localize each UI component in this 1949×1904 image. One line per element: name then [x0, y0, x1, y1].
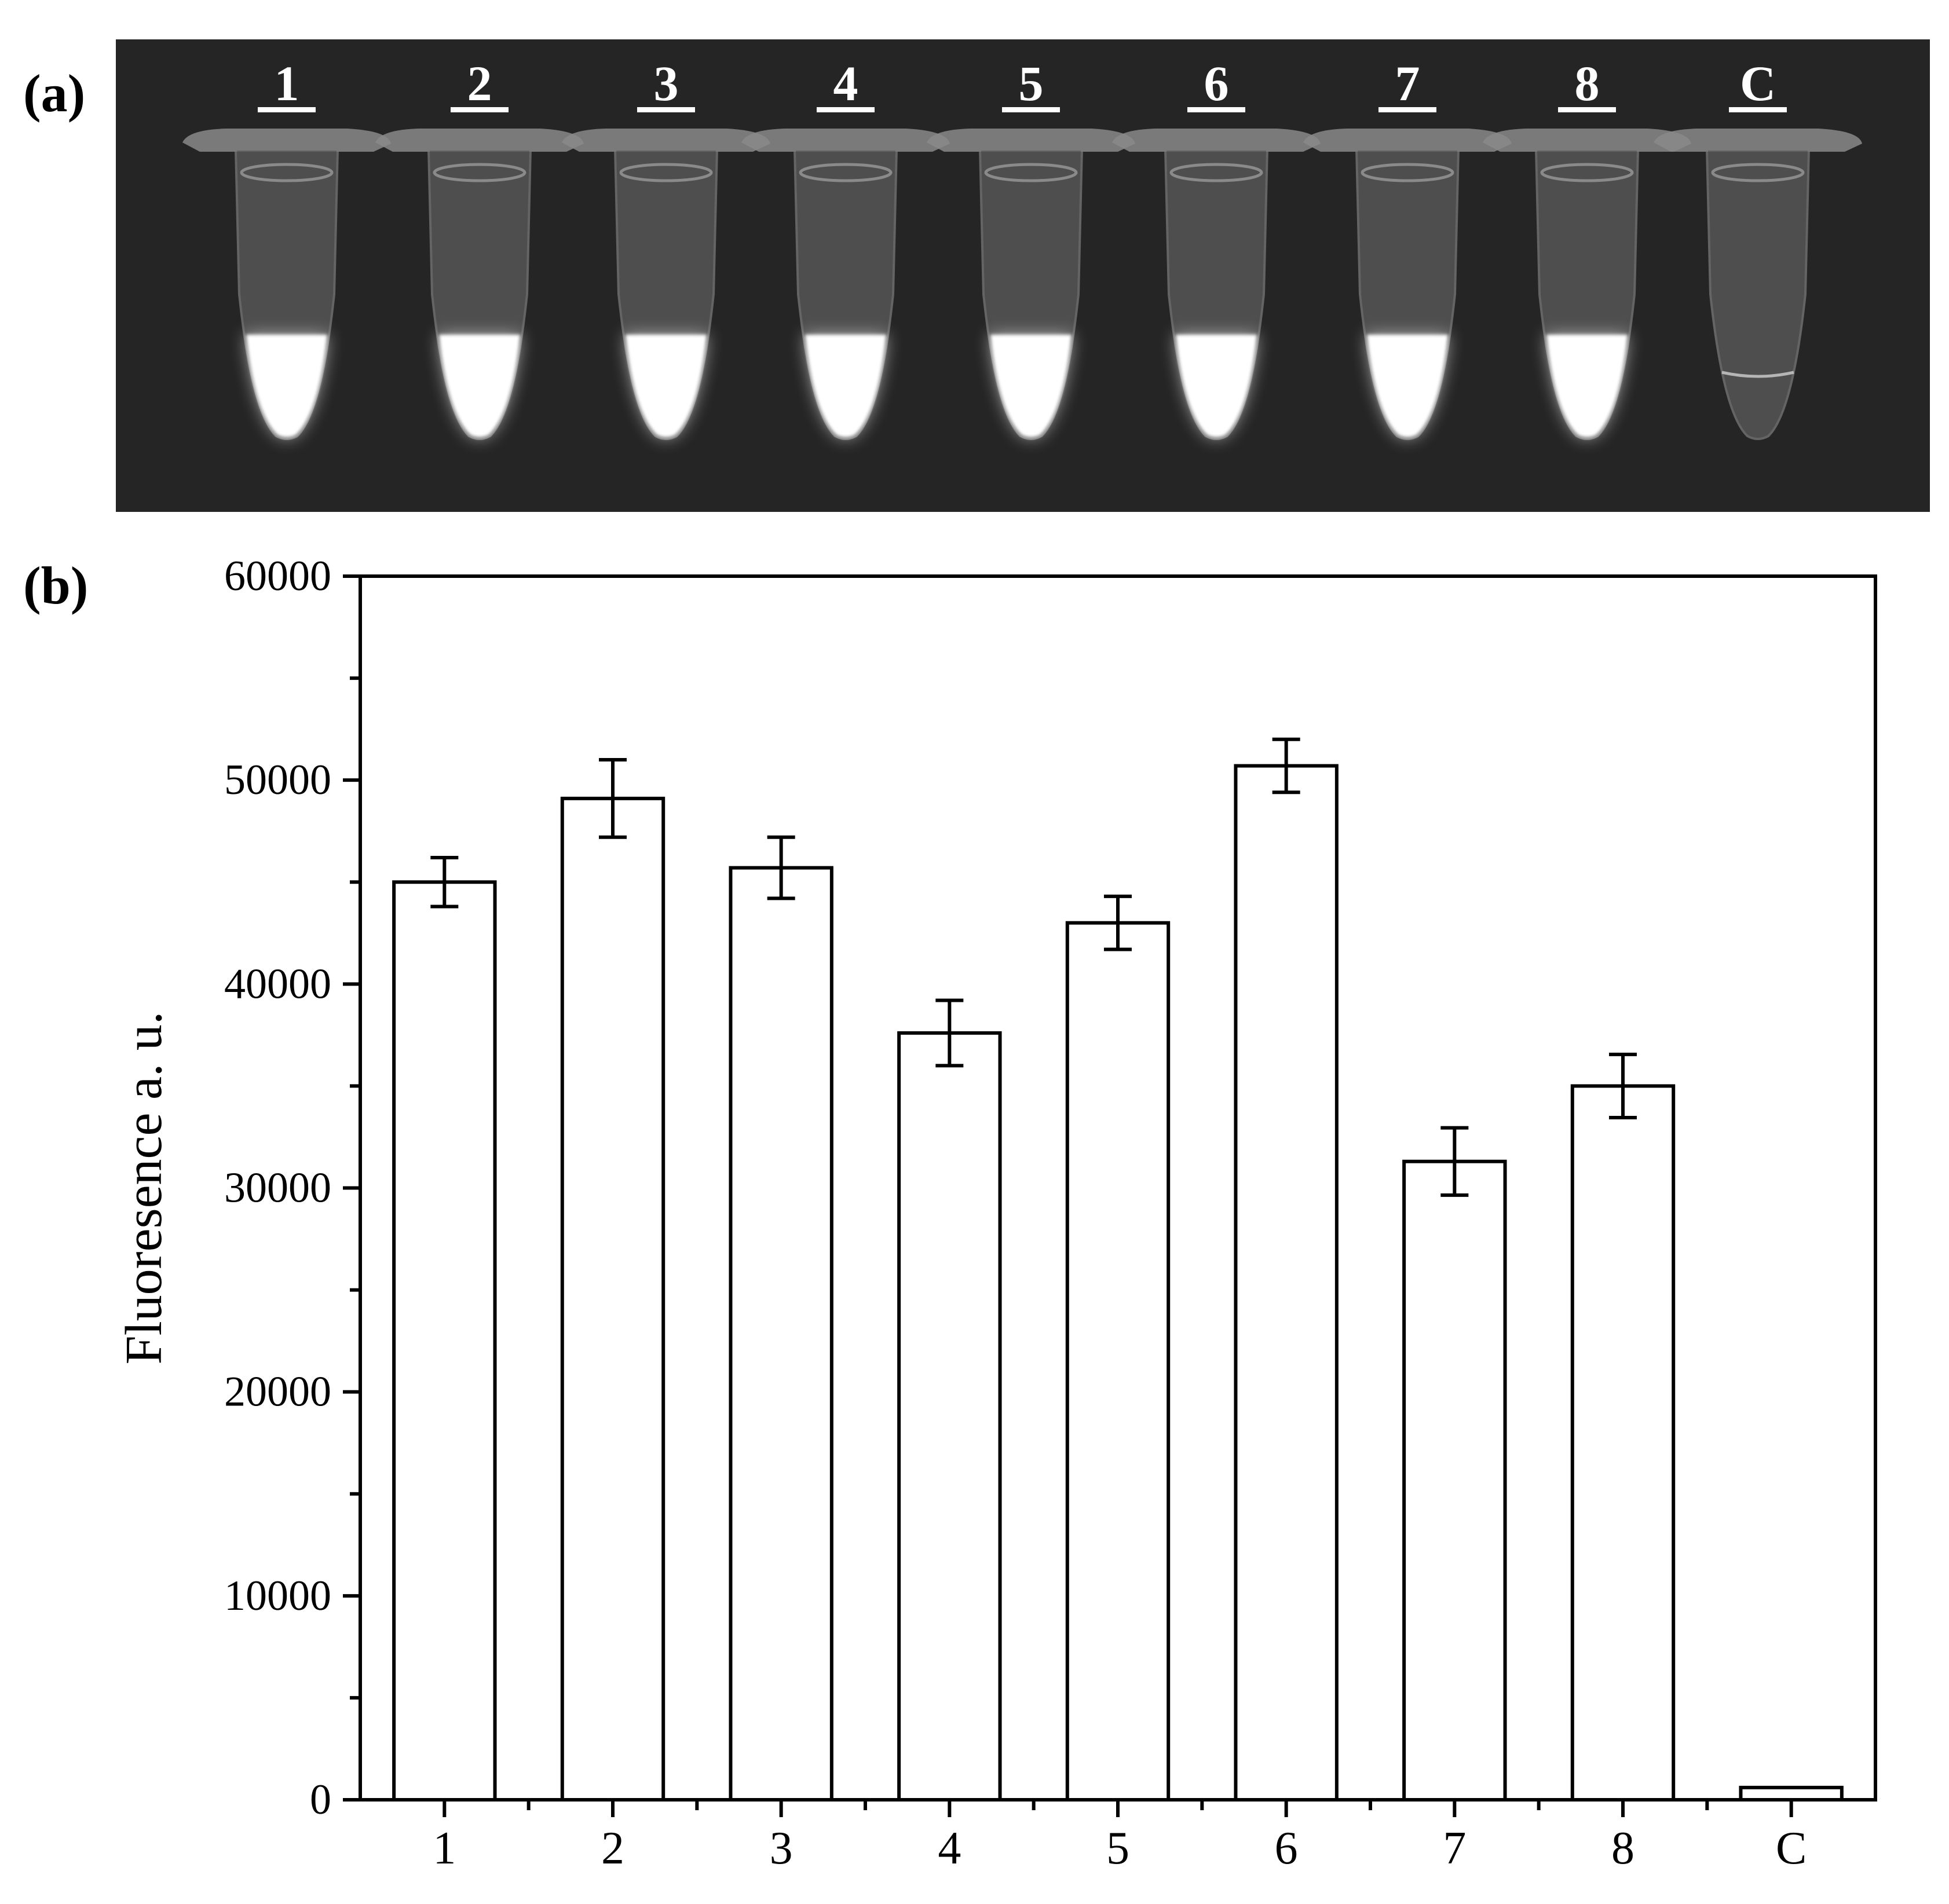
tube-label: 4: [833, 56, 858, 111]
tube-rim: [1540, 163, 1634, 182]
tube-2: 2: [375, 56, 584, 440]
tube-label: 8: [1575, 56, 1600, 111]
tube-label-underline: [1187, 107, 1245, 112]
y-tick-label: 10000: [224, 1572, 331, 1620]
x-tick-label: 2: [601, 1823, 624, 1874]
tube-label: 1: [275, 56, 299, 111]
bar-7: [1402, 1159, 1507, 1802]
bar-8: [1570, 1084, 1676, 1802]
bar-5: [1065, 921, 1171, 1802]
tube-body: [1705, 148, 1811, 440]
tube-label-underline: [637, 107, 695, 112]
tube-cap-flange: [182, 129, 391, 152]
tube-fluorescent-liquid: [439, 335, 520, 437]
tube-meniscus: [1721, 371, 1794, 378]
x-tick-label: 8: [1611, 1823, 1634, 1874]
tube-rim: [619, 163, 713, 182]
tube-rim: [1361, 163, 1454, 182]
tube-7: 7: [1303, 56, 1512, 440]
tube-fluorescent-liquid: [1367, 335, 1448, 437]
panel-b-label: (b): [23, 556, 89, 615]
tube-cap-flange: [927, 129, 1135, 152]
tube-5: 5: [927, 56, 1135, 440]
x-tick-label: 7: [1443, 1823, 1466, 1874]
tube-cap-flange: [1112, 129, 1321, 152]
x-tick-label: 4: [938, 1823, 961, 1874]
y-tick-label: 50000: [224, 756, 331, 804]
x-tick-label: 1: [433, 1823, 456, 1874]
tube-fluorescent-liquid: [1176, 335, 1257, 437]
x-tick-label: 5: [1106, 1823, 1129, 1874]
tube-label: 7: [1395, 56, 1420, 111]
tube-label: 2: [467, 56, 492, 111]
bar-C: [1739, 1785, 1844, 1802]
tube-3: 3: [562, 56, 770, 440]
tube-C: C: [1654, 56, 1862, 440]
y-tick-label: 60000: [224, 552, 331, 600]
tube-label-underline: [1729, 107, 1787, 112]
panel-a-label: (a): [23, 64, 86, 123]
tube-fluorescent-liquid: [1546, 335, 1628, 437]
tube-label: 3: [654, 56, 679, 111]
bar-2: [560, 796, 665, 1802]
bar-3: [729, 866, 833, 1802]
tube-rim: [799, 163, 893, 182]
tube-rim: [1169, 163, 1263, 182]
y-tick-label: 0: [310, 1776, 331, 1824]
tube-label: 5: [1019, 56, 1044, 111]
tube-fluorescent-liquid: [805, 335, 886, 437]
tube-label-underline: [451, 107, 509, 112]
tube-fluorescent-liquid: [246, 335, 327, 437]
tube-8: 8: [1483, 56, 1691, 440]
tube-cap-flange: [562, 129, 770, 152]
tube-label: 6: [1204, 56, 1229, 111]
tube-label-underline: [817, 107, 875, 112]
tube-rim: [240, 163, 334, 182]
y-tick-label: 30000: [224, 1165, 331, 1212]
bar-4: [897, 1031, 1002, 1802]
tube-4: 4: [741, 56, 950, 440]
y-axis-label: Fluoresence a. u.: [115, 1012, 173, 1365]
tube-label-underline: [258, 107, 316, 112]
fluorescence-bar-chart: 0 10000 20000 30000 40000 50000 60000 Fluoresen…: [0, 521, 1949, 1904]
y-tick-label: 40000: [224, 960, 331, 1008]
bar-1: [392, 880, 497, 1802]
x-tick-label: C: [1776, 1823, 1807, 1874]
tube-label-underline: [1002, 107, 1060, 112]
tube-cap-flange: [375, 129, 584, 152]
tube-rim: [984, 163, 1078, 182]
tube-fluorescent-liquid: [626, 335, 707, 437]
tube-rim: [433, 163, 526, 182]
y-tick-label: 20000: [224, 1368, 331, 1416]
tube-1: 1: [182, 56, 391, 440]
tube-fluorescent-liquid: [990, 335, 1072, 437]
x-tick-label: 3: [770, 1823, 793, 1874]
x-tick-label: 6: [1275, 1823, 1298, 1874]
tube-photo: 1 2 3 4 5 6 7 8 C: [116, 39, 1930, 512]
tube-cap-flange: [741, 129, 950, 152]
bar-6: [1234, 764, 1339, 1802]
tube-label-underline: [1558, 107, 1616, 112]
tube-label-underline: [1378, 107, 1436, 112]
tube-cap-flange: [1483, 129, 1691, 152]
tube-rim: [1711, 163, 1805, 182]
tube-label: C: [1740, 56, 1776, 111]
tube-cap-flange: [1654, 129, 1862, 152]
tube-cap-flange: [1303, 129, 1512, 152]
tube-6: 6: [1112, 56, 1321, 440]
